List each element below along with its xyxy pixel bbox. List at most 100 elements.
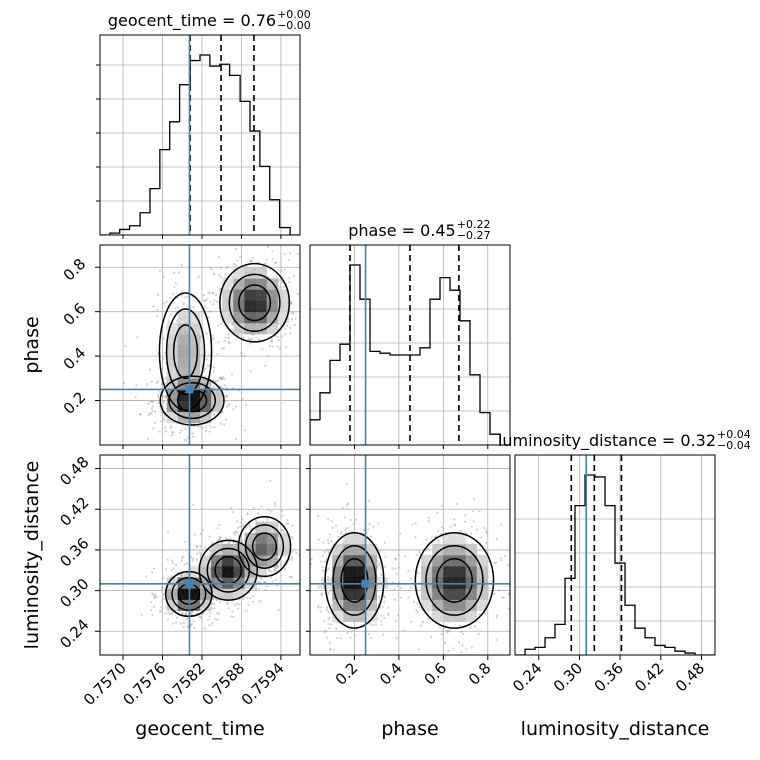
scatter-point [453, 523, 456, 526]
scatter-point [164, 377, 167, 380]
scatter-point [157, 393, 160, 397]
scatter-point [321, 554, 324, 558]
scatter-point [219, 538, 222, 541]
scatter-point [269, 479, 272, 483]
scatter-point [251, 256, 254, 259]
scatter-point [445, 629, 448, 632]
scatter-panel-geocent_time-phase-content [100, 245, 300, 445]
scatter-point [219, 266, 222, 270]
density-cell [211, 577, 223, 589]
scatter-point [147, 402, 150, 405]
scatter-point [440, 632, 444, 636]
scatter-point [184, 573, 187, 576]
scatter-point [436, 511, 439, 514]
scatter-point [264, 588, 267, 592]
scatter-point [349, 518, 352, 521]
scatter-point [154, 410, 157, 413]
scatter-point [179, 574, 182, 577]
scatter-point [152, 405, 155, 408]
scatter-point [290, 576, 293, 579]
scatter-point [230, 506, 233, 509]
density-cell [266, 278, 279, 290]
scatter-point [180, 290, 183, 294]
scatter-point [286, 324, 289, 327]
density-cell [343, 588, 355, 600]
scatter-point [247, 603, 250, 607]
scatter-point [414, 522, 417, 525]
density-cell [443, 610, 455, 623]
scatter-point [281, 335, 284, 338]
scatter-point [485, 532, 489, 535]
scatter-point [384, 555, 387, 558]
scatter-point [267, 508, 270, 512]
scatter-point [446, 631, 449, 634]
scatter-point [223, 340, 226, 343]
scatter-point [414, 536, 417, 539]
density-cell [255, 566, 268, 578]
hist-panel-geocent_time [96, 34, 301, 236]
scatter-point [238, 603, 241, 606]
scatter-point [204, 429, 208, 432]
scatter-point [394, 567, 397, 570]
scatter-point [483, 527, 486, 530]
scatter-point [272, 569, 276, 572]
density-cells [166, 521, 290, 611]
scatter-point [161, 393, 164, 397]
density-cell [166, 345, 179, 357]
density-cell [365, 566, 378, 578]
scatter-point [203, 299, 206, 303]
density-cell [177, 389, 190, 401]
scatter-point [213, 602, 216, 605]
scatter-point [159, 609, 162, 612]
scatter-point [135, 384, 138, 387]
scatter-point [206, 618, 210, 621]
scatter-point [173, 285, 176, 289]
scatter-point [218, 523, 221, 526]
contour [159, 375, 225, 426]
scatter-point [278, 347, 281, 350]
density-cell [266, 532, 279, 545]
scatter-point [470, 646, 473, 649]
scatter-point [296, 252, 299, 256]
density-cell [443, 577, 455, 589]
scatter-point [302, 605, 304, 607]
scatter-point [156, 380, 160, 383]
scatter-point [198, 616, 201, 619]
scatter-point [273, 501, 276, 504]
density-cell [233, 322, 245, 335]
density-cell [332, 543, 344, 556]
scatter-point [318, 585, 322, 588]
scatter-point [255, 519, 258, 522]
density-cell [343, 577, 355, 589]
scatter-point [203, 627, 206, 630]
scatter-point [346, 631, 349, 635]
xtick-label: 0.2 [332, 659, 362, 689]
scatter-point [180, 574, 183, 577]
scatter-point [249, 370, 252, 373]
scatter-point [189, 555, 193, 559]
scatter-point [371, 624, 374, 627]
scatter-point [430, 635, 433, 639]
scatter-point [280, 509, 283, 512]
scatter-point [275, 275, 278, 278]
scatter-point [391, 581, 394, 584]
scatter-point [289, 326, 292, 329]
scatter-point [273, 569, 277, 572]
scatter-point [475, 528, 479, 531]
scatter-point [183, 438, 186, 442]
scatter-point [289, 252, 292, 255]
scatter-point [209, 552, 212, 556]
density-cell [233, 566, 245, 578]
scatter-point [151, 410, 154, 413]
scatter-point [160, 420, 163, 423]
density-cell [365, 577, 378, 589]
scatter-point [274, 261, 277, 264]
scatter-point [182, 625, 185, 629]
scatter-point [152, 567, 156, 570]
scatter-point [291, 550, 294, 554]
scatter-point [341, 506, 344, 509]
density-cell [166, 400, 179, 413]
density-cell [354, 543, 366, 556]
density-cell [188, 378, 201, 390]
